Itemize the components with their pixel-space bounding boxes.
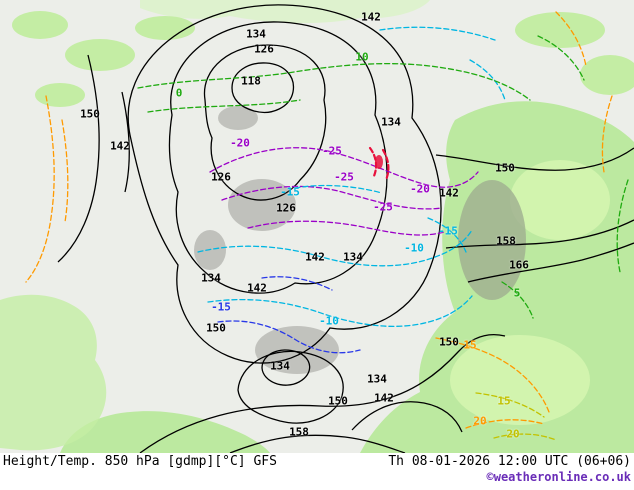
footer-caption-row: Height/Temp. 850 hPa [gdmp][°C] GFS Th 0… [3,454,631,469]
weather-map: 142 134 126 118 150 142 126 126 134 142 150 158 166 1… [0,0,634,453]
footer-bar: Height/Temp. 850 hPa [gdmp][°C] GFS Th 0… [0,453,634,490]
weather-map-canvas [0,0,634,453]
height-contours [57,4,634,453]
chart-title: Height/Temp. 850 hPa [gdmp][°C] GFS [3,454,277,469]
isotherm-lines-green [137,35,629,319]
isotherm-lines-purple [209,147,479,236]
isotherm-lines-orange [25,11,613,429]
isotherm-lines-yellow [475,392,557,441]
attribution-link[interactable]: ©weatheronline.co.uk [486,470,632,484]
isotherm-lines-cyan [197,26,506,328]
chart-datetime: Th 08-01-2026 12:00 UTC (06+06) [388,454,631,469]
land-green-areas [0,0,634,453]
isotherm-lines-red [368,146,390,182]
isotherm-lines-blue [217,276,361,354]
